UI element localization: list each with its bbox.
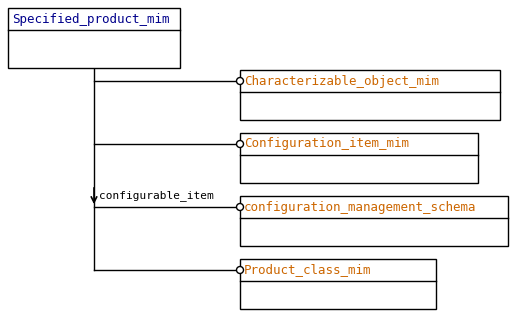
Circle shape — [236, 140, 244, 148]
Text: configuration_management_schema: configuration_management_schema — [244, 201, 476, 214]
Bar — [240, 133, 478, 183]
Text: Specified_product_mim: Specified_product_mim — [12, 13, 169, 25]
Circle shape — [236, 203, 244, 210]
Bar — [240, 70, 500, 120]
Circle shape — [236, 78, 244, 84]
Bar — [240, 196, 508, 246]
Text: Product_class_mim: Product_class_mim — [244, 263, 371, 277]
Text: Configuration_item_mim: Configuration_item_mim — [244, 138, 409, 150]
Bar — [240, 259, 436, 309]
Bar — [8, 8, 180, 68]
Text: configurable_item: configurable_item — [99, 191, 214, 202]
Text: Characterizable_object_mim: Characterizable_object_mim — [244, 74, 439, 88]
Circle shape — [236, 267, 244, 273]
